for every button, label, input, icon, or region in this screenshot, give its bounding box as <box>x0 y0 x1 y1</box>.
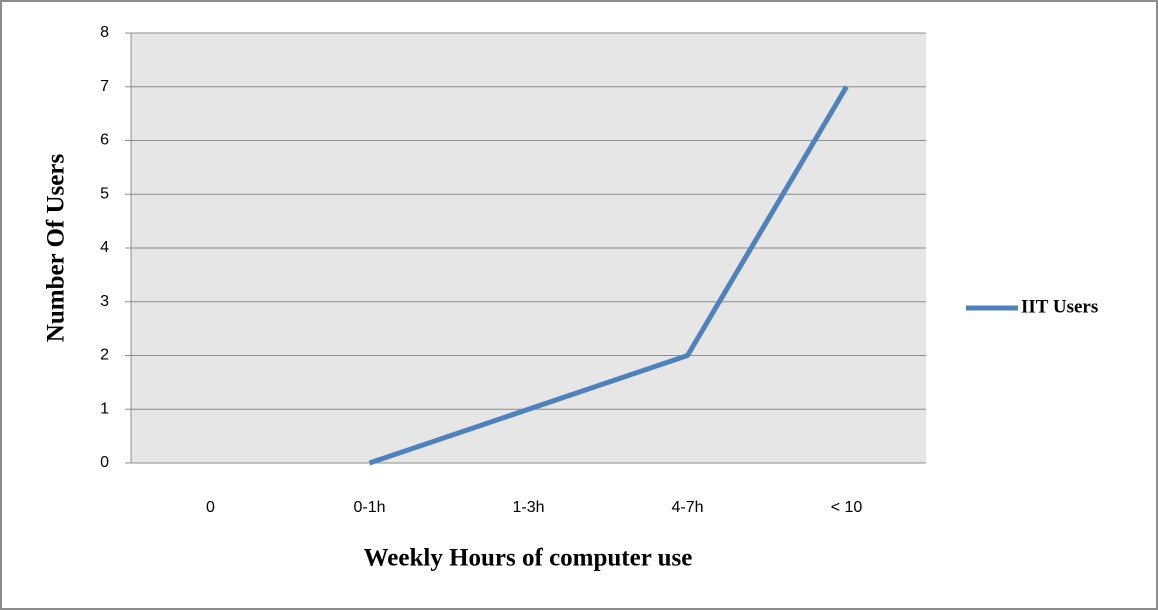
y-tick-label: 3 <box>100 293 109 310</box>
x-tick-label: 4-7h <box>671 499 703 516</box>
x-tick-label: 0 <box>206 499 215 516</box>
y-tick-label: 2 <box>100 347 109 364</box>
y-tick-label: 4 <box>100 239 109 256</box>
y-tick-label: 6 <box>100 132 109 149</box>
y-tick-label: 0 <box>100 454 109 471</box>
y-axis-title: Number Of Users <box>43 154 70 343</box>
y-tick-label: 5 <box>100 185 109 202</box>
data-line <box>368 85 849 466</box>
y-tick-label: 8 <box>100 24 109 41</box>
x-tick-label: 1-3h <box>512 499 544 516</box>
x-tick-label: < 10 <box>831 499 863 516</box>
x-tick-label: 0-1h <box>353 499 385 516</box>
y-tick-label: 1 <box>100 400 109 417</box>
x-axis-title: Weekly Hours of computer use <box>364 545 693 572</box>
y-tick-label: 7 <box>100 78 109 95</box>
legend-label: IIT Users <box>1021 296 1098 317</box>
